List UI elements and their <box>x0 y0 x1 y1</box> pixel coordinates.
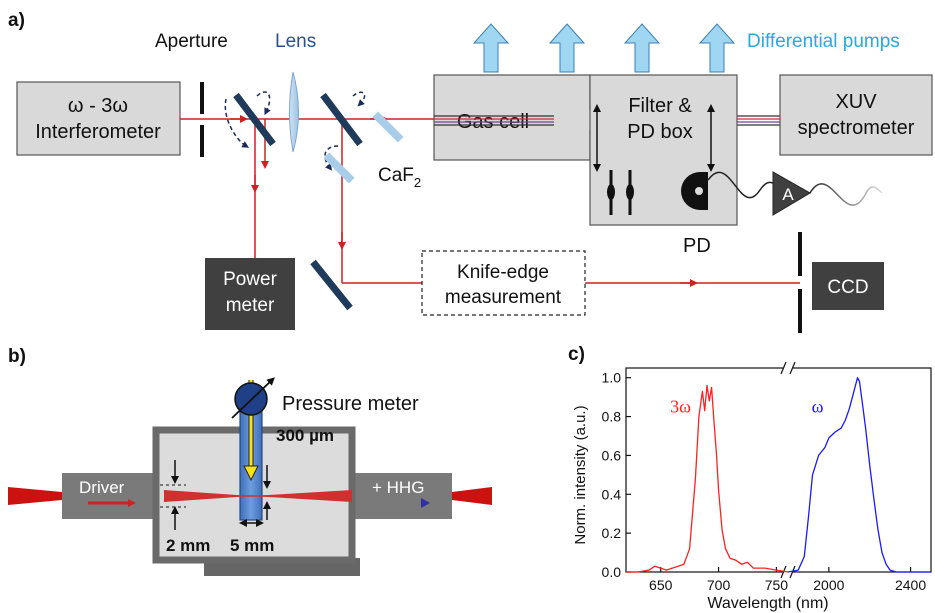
y-axis-title: Norm. intensity (a.u.) <box>572 405 589 544</box>
knife-edge-backfill <box>424 276 583 290</box>
power-meter-label-line2: meter <box>226 295 275 316</box>
plot-frame <box>625 367 932 573</box>
interferometer-box <box>16 81 181 156</box>
axis-break-mark <box>780 565 787 579</box>
left-tube <box>62 473 164 519</box>
series-label: ω <box>812 397 824 417</box>
knife-edge-label-line2: measurement <box>445 287 562 308</box>
pressure-meter-label: Pressure meter <box>282 393 419 415</box>
gauge-needle <box>231 377 275 419</box>
panel-a: a) Aperture Lens Differential pumps ω - … <box>8 10 933 340</box>
y-tick-label: 0.4 <box>602 486 622 502</box>
output-beam-cone <box>452 487 492 505</box>
x-tick-label: 750 <box>765 577 789 593</box>
axis-break-mark <box>789 361 796 375</box>
photodiode-icon <box>681 172 708 210</box>
dim-2mm-label: 2 mm <box>166 536 210 555</box>
interferometer-label-line2: Interferometer <box>35 121 161 143</box>
axis-break-mark <box>780 361 787 375</box>
xuv-spectrometer-box <box>779 74 933 156</box>
power-meter-box <box>205 258 295 330</box>
panel-c: c) Norm. intensity (a.u.) Wavelength (nm… <box>568 344 932 612</box>
filter-box-label-line2: PD box <box>627 121 693 143</box>
flip-indicator-icon <box>224 98 249 148</box>
amplifier-label: A <box>782 185 794 204</box>
y-tick-label: 0.8 <box>602 409 622 425</box>
panel-c-label: c) <box>568 344 585 365</box>
filter-icon <box>607 170 634 215</box>
knife-edge-mirror <box>310 259 353 311</box>
x-tick-label: 700 <box>707 577 731 593</box>
dim-300um-label: 300 µm <box>276 426 334 445</box>
y-tick-label: 0.2 <box>602 525 622 541</box>
pump-arrow-icon <box>623 23 661 73</box>
driver-label: Driver <box>79 478 125 497</box>
pump-arrow-icon <box>698 23 736 73</box>
series-line <box>626 384 789 573</box>
ccd-box <box>812 262 884 310</box>
lens-label: Lens <box>275 31 316 52</box>
input-beam-cone <box>8 487 62 505</box>
hhg-arrowhead-icon <box>421 498 430 508</box>
pump-arrows <box>472 23 736 73</box>
gas-inlet-arrowhead-icon <box>243 465 259 482</box>
x-axis-title: Wavelength (nm) <box>707 595 828 612</box>
panel-a-label: a) <box>8 10 25 31</box>
xuv-label-line2: spectrometer <box>798 117 915 139</box>
xuv-label-line1: XUV <box>835 91 877 113</box>
gas-cell-overlay <box>554 110 590 130</box>
right-tube <box>350 473 452 519</box>
pd-label: PD <box>683 235 711 257</box>
y-tick-label: 0.0 <box>602 564 622 580</box>
y-tick-label: 0.6 <box>602 447 622 463</box>
axis-break-gap <box>783 362 793 374</box>
flip-mirror-2 <box>320 92 363 147</box>
power-meter-label-line1: Power <box>223 269 278 290</box>
lens-icon <box>289 71 299 153</box>
x-tick-label: 2000 <box>813 577 844 593</box>
axis-break-mark <box>789 565 796 579</box>
flip-indicator-icon <box>352 91 366 107</box>
series-line <box>787 377 931 573</box>
caf2-label: CaF2 <box>378 165 421 190</box>
filter-box-label-line1: Filter & <box>628 95 692 117</box>
differential-pumps-label: Differential pumps <box>747 31 900 52</box>
series-label: 3ω <box>670 397 691 417</box>
dim-5mm-label: 5 mm <box>230 536 274 555</box>
flip-mirror-1 <box>233 92 276 147</box>
interferometer-label-line1: ω - 3ω <box>68 95 128 117</box>
knife-edge-label-line1: Knife-edge <box>457 262 549 283</box>
pump-arrow-icon <box>548 23 586 73</box>
panel-b-label: b) <box>8 346 26 367</box>
y-tick-label: 1.0 <box>602 370 622 386</box>
x-tick-label: 650 <box>649 577 673 593</box>
flip-indicator-icon <box>256 91 271 116</box>
caf2-window <box>372 111 404 143</box>
chart-layer: 0.0 0.2 0.4 0.6 0.8 1.0 650 700 750 2000 2400 3ω ω <box>602 361 931 593</box>
ccd-label: CCD <box>827 277 868 298</box>
aperture-label: Aperture <box>155 31 228 52</box>
panel-b: b) Pressure meter Driver + HHG 300 µm <box>8 346 492 576</box>
flip-indicator-icon <box>324 145 339 171</box>
x-tick-label: 2400 <box>895 577 926 593</box>
amp-output-cable <box>809 183 883 206</box>
pump-arrow-icon <box>472 23 510 73</box>
caf2-plate <box>323 152 355 184</box>
amplifier-icon <box>772 171 811 216</box>
hhg-label: + HHG <box>372 478 424 497</box>
